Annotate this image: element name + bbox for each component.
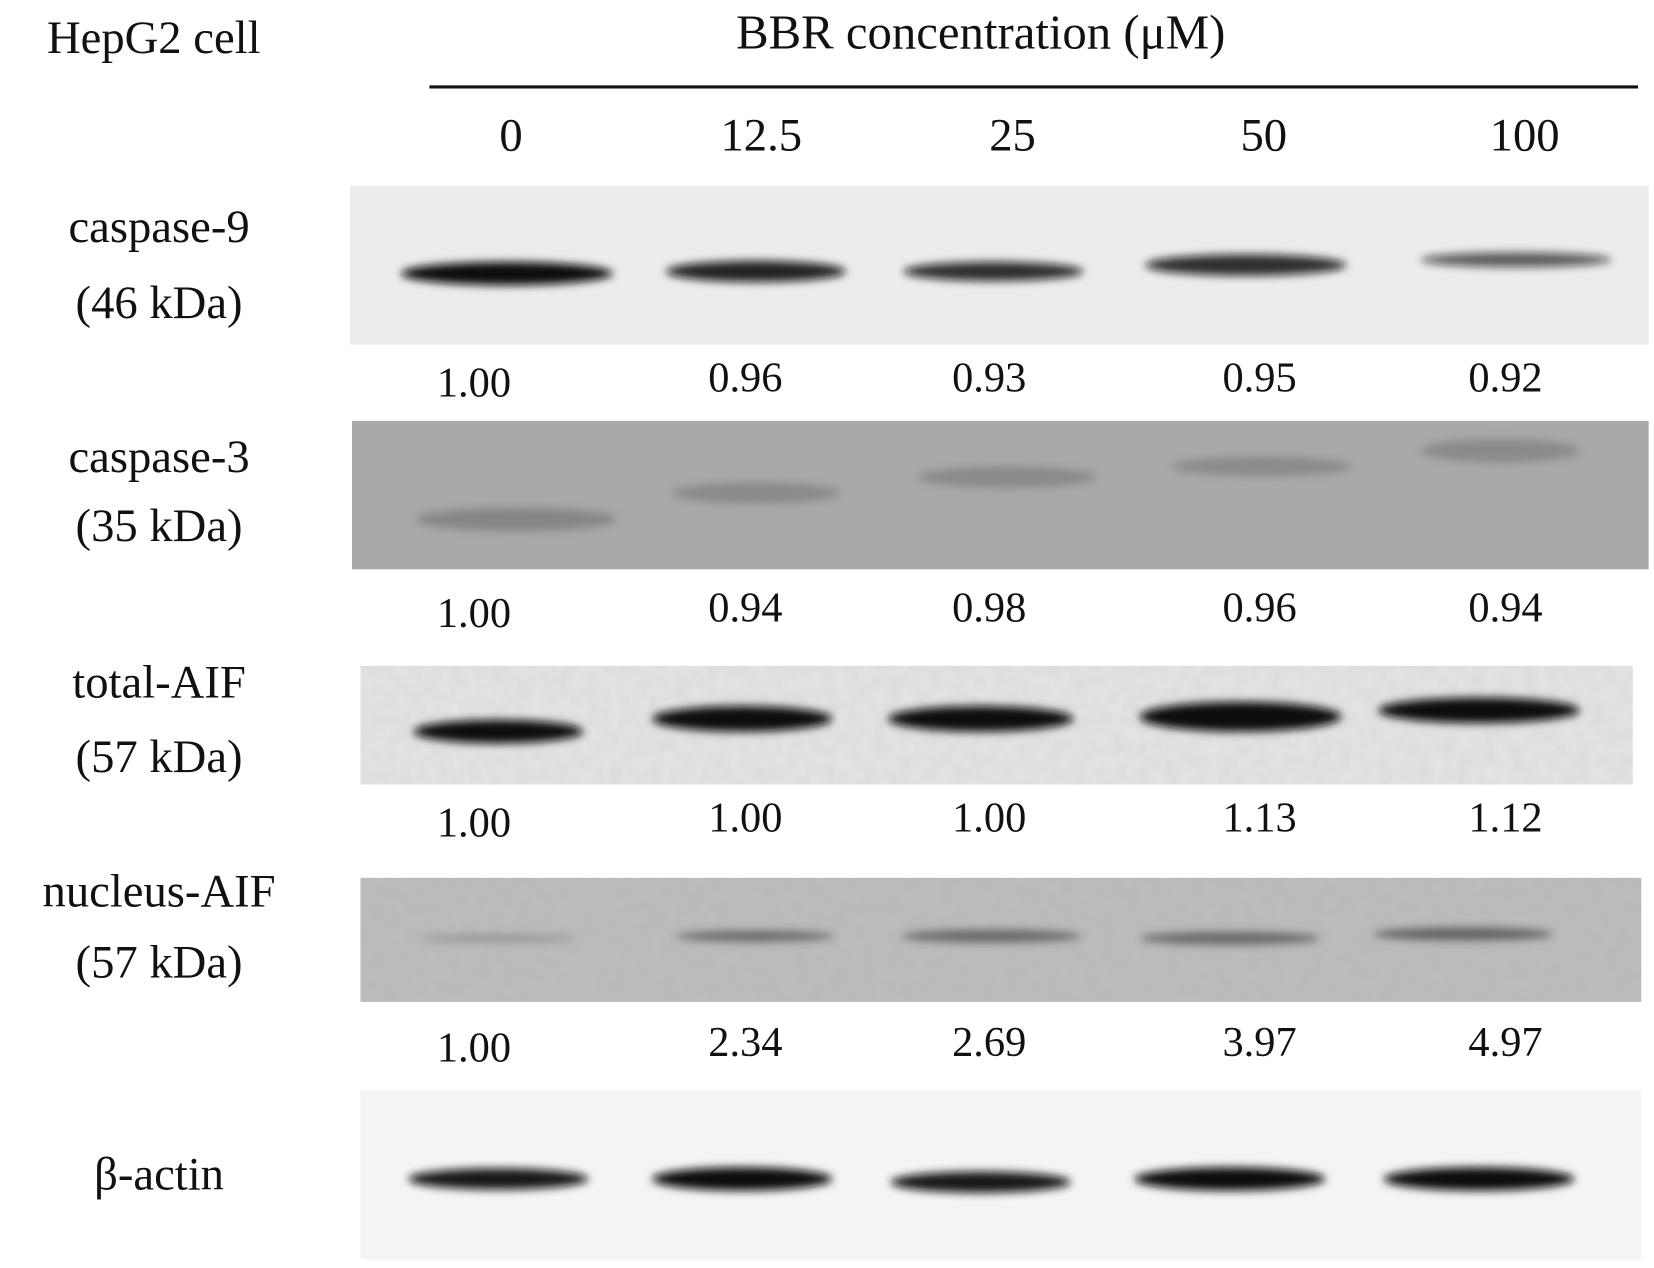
band xyxy=(400,261,613,286)
band xyxy=(917,466,1098,488)
band xyxy=(1420,252,1612,268)
band xyxy=(1145,254,1347,276)
protein-label: β-actin xyxy=(94,1149,224,1201)
protein-label: nucleus-AIF xyxy=(43,866,276,918)
concentration-label: 50 xyxy=(1240,110,1287,162)
band xyxy=(652,706,833,732)
concentration-label: 100 xyxy=(1490,110,1560,162)
density-value: 0.96 xyxy=(1222,584,1296,631)
band xyxy=(413,719,584,744)
protein-label: caspase-3 xyxy=(68,431,249,483)
protein-label: (46 kDa) xyxy=(76,277,243,329)
concentration-label: 0 xyxy=(499,110,522,162)
treatment-title: BBR concentration (μM) xyxy=(736,5,1225,59)
band xyxy=(901,929,1082,943)
density-value: 0.98 xyxy=(952,584,1026,631)
band xyxy=(1373,927,1554,941)
protein-label: caspase-9 xyxy=(68,201,249,253)
cell-line: HepG2 cell xyxy=(47,12,261,64)
band xyxy=(1139,701,1342,732)
band xyxy=(1420,438,1580,463)
band xyxy=(408,1168,589,1190)
density-value: 0.93 xyxy=(952,354,1026,401)
band xyxy=(1139,931,1320,945)
density-value: 2.34 xyxy=(708,1019,782,1066)
blots: 0 12.5 25 50 100 caspase-9 (46 kDa) 1.00 0.96 0.9… xyxy=(43,110,1649,1260)
concentration-label: 12.5 xyxy=(720,110,802,162)
band xyxy=(887,706,1074,732)
protein-label: total-AIF xyxy=(72,657,246,709)
density-value: 1.00 xyxy=(437,360,511,407)
band xyxy=(903,261,1084,281)
band xyxy=(890,1171,1071,1193)
density-value: 0.95 xyxy=(1222,354,1296,401)
band xyxy=(1134,1167,1326,1191)
density-value: 0.96 xyxy=(708,354,782,401)
density-value: 1.00 xyxy=(437,1024,511,1071)
band xyxy=(415,507,618,532)
density-value: 0.92 xyxy=(1468,354,1542,401)
concentration-label: 25 xyxy=(989,110,1036,162)
band xyxy=(675,930,835,942)
density-value: 3.97 xyxy=(1222,1019,1296,1066)
band xyxy=(418,934,578,943)
protein-label: (57 kDa) xyxy=(76,731,243,783)
protein-label: (57 kDa) xyxy=(76,937,243,989)
density-value: 1.00 xyxy=(437,800,511,847)
density-value: 1.00 xyxy=(952,794,1026,841)
protein-label: (35 kDa) xyxy=(76,500,243,552)
band xyxy=(1383,1167,1575,1191)
band xyxy=(1171,456,1352,477)
density-value: 1.13 xyxy=(1222,794,1296,841)
density-value: 4.97 xyxy=(1468,1019,1542,1066)
density-value: 2.69 xyxy=(952,1019,1026,1066)
density-value: 1.00 xyxy=(708,794,782,841)
band xyxy=(671,482,841,504)
density-value: 1.12 xyxy=(1468,794,1542,841)
band xyxy=(652,1167,833,1191)
density-value: 0.94 xyxy=(1468,584,1542,631)
band xyxy=(1378,697,1580,724)
density-value: 1.00 xyxy=(437,590,511,637)
band xyxy=(665,260,847,283)
density-value: 0.94 xyxy=(708,584,782,631)
